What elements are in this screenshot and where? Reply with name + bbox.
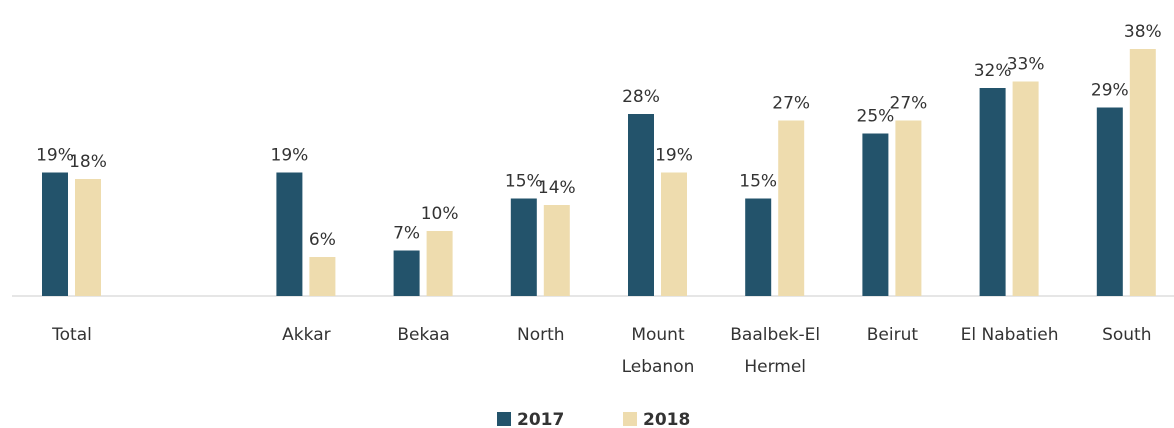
legend-label: 2018 bbox=[643, 410, 690, 428]
bar bbox=[309, 257, 336, 296]
bar bbox=[1129, 49, 1156, 296]
x-tick-label: Bekaa bbox=[397, 325, 450, 345]
data-label: 32% bbox=[974, 61, 1012, 81]
bar bbox=[979, 88, 1006, 296]
legend-swatch bbox=[623, 412, 637, 426]
bar bbox=[628, 114, 654, 296]
bar bbox=[75, 179, 101, 296]
bar bbox=[862, 133, 889, 296]
label-line: Hermel bbox=[744, 357, 806, 377]
bar bbox=[276, 172, 303, 296]
data-label: 18% bbox=[69, 152, 107, 172]
data-label: 19% bbox=[36, 146, 74, 166]
data-label: 15% bbox=[505, 172, 543, 192]
data-label: 28% bbox=[622, 87, 660, 107]
label-line: Lebanon bbox=[622, 357, 695, 377]
data-label: 15% bbox=[739, 172, 777, 192]
x-tick-label: Baalbek-El Hermel bbox=[730, 325, 820, 377]
data-label: 19% bbox=[655, 146, 693, 166]
bar bbox=[426, 231, 453, 296]
x-tick-label: North bbox=[517, 325, 565, 345]
x-tick-label: El Nabatieh bbox=[961, 325, 1059, 345]
data-label: 27% bbox=[772, 94, 810, 114]
bar bbox=[510, 198, 537, 296]
bar bbox=[42, 172, 68, 296]
bar bbox=[1096, 107, 1123, 296]
data-label: 33% bbox=[1007, 55, 1045, 75]
data-label: 7% bbox=[393, 224, 420, 244]
legend-swatch bbox=[497, 412, 511, 426]
x-tick-label: South bbox=[1102, 325, 1151, 345]
x-tick-label: Beirut bbox=[867, 325, 919, 345]
data-label: 29% bbox=[1091, 81, 1129, 101]
data-label: 14% bbox=[538, 178, 576, 198]
x-tick-label: Akkar bbox=[282, 325, 330, 345]
bar bbox=[661, 172, 687, 296]
bar bbox=[895, 120, 922, 296]
bar bbox=[1012, 81, 1039, 296]
bar bbox=[543, 205, 570, 296]
data-label: 27% bbox=[890, 94, 928, 114]
data-label: 25% bbox=[857, 107, 895, 127]
bar bbox=[778, 120, 805, 296]
legend-label: 2017 bbox=[517, 410, 564, 428]
bar bbox=[745, 198, 772, 296]
x-tick-label: Total bbox=[51, 325, 92, 345]
data-label: 38% bbox=[1124, 22, 1162, 42]
data-label: 6% bbox=[309, 230, 336, 250]
x-tick-label: Mount Lebanon bbox=[622, 325, 695, 377]
label-line: Baalbek-El bbox=[730, 325, 820, 345]
data-label: 19% bbox=[271, 146, 309, 166]
data-label: 10% bbox=[421, 204, 459, 224]
label-line: Mount bbox=[631, 325, 685, 345]
bar bbox=[393, 250, 420, 296]
